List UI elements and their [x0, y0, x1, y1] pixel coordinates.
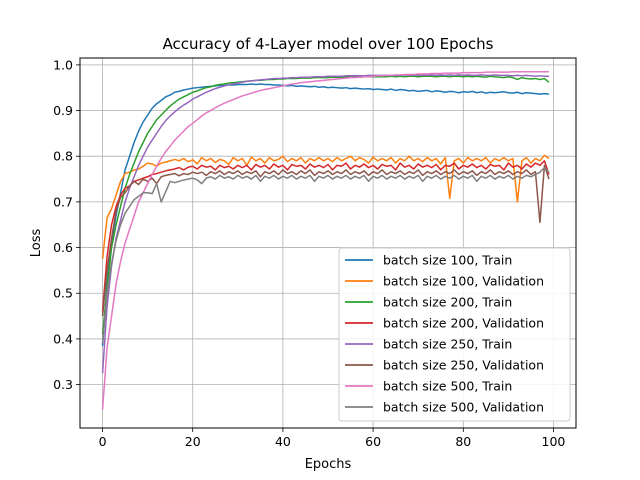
series-line-7 [101, 166, 550, 344]
y-tick-label: 0.7 [53, 194, 73, 209]
legend-label-1: batch size 100, Validation [383, 274, 544, 289]
series-line-2 [101, 75, 550, 335]
legend-box [338, 247, 571, 422]
legend-label-7: batch size 500, Validation [383, 400, 544, 415]
legend-label-2: batch size 200, Train [383, 295, 512, 310]
legend-label-4: batch size 250, Train [383, 337, 512, 352]
x-tick-label: 20 [185, 434, 201, 449]
legend: batch size 100, Train batch size 100, Val… [338, 247, 571, 422]
y-axis-label: Loss [29, 229, 44, 258]
x-tick-label: 80 [455, 434, 471, 449]
axis-ticks: 0 20 40 60 80 100 0.3 0.4 0.5 0.6 0.7 0.8 0.9 1.0 [53, 57, 565, 449]
series-line-4 [101, 74, 549, 374]
y-tick-label: 0.6 [53, 240, 73, 255]
y-tick-label: 1.0 [53, 57, 73, 72]
series-line-0 [101, 83, 550, 346]
x-tick-label: 100 [542, 434, 566, 449]
y-tick-label: 0.8 [53, 149, 73, 164]
series-line-6 [101, 70, 549, 410]
y-tick-label: 0.3 [53, 377, 73, 392]
y-tick-label: 0.5 [53, 286, 73, 301]
x-tick-label: 60 [365, 434, 381, 449]
y-tick-label: 0.4 [53, 331, 73, 346]
y-tick-label: 0.9 [53, 103, 73, 118]
plot-frame [79, 57, 577, 429]
series-line-1 [101, 154, 550, 260]
x-tick-label: 0 [99, 434, 107, 449]
x-axis-label: Epochs [305, 457, 352, 472]
series-lines [101, 70, 550, 410]
legend-label-0: batch size 100, Train [383, 253, 512, 268]
x-tick-label: 40 [275, 434, 291, 449]
series-line-3 [101, 160, 550, 312]
legend-label-6: batch size 500, Train [383, 379, 512, 394]
series-line-5 [101, 164, 550, 317]
legend-label-3: batch size 200, Validation [383, 316, 544, 331]
chart-title: Accuracy of 4-Layer model over 100 Epoch… [163, 35, 494, 53]
legend-label-5: batch size 250, Validation [383, 358, 544, 373]
